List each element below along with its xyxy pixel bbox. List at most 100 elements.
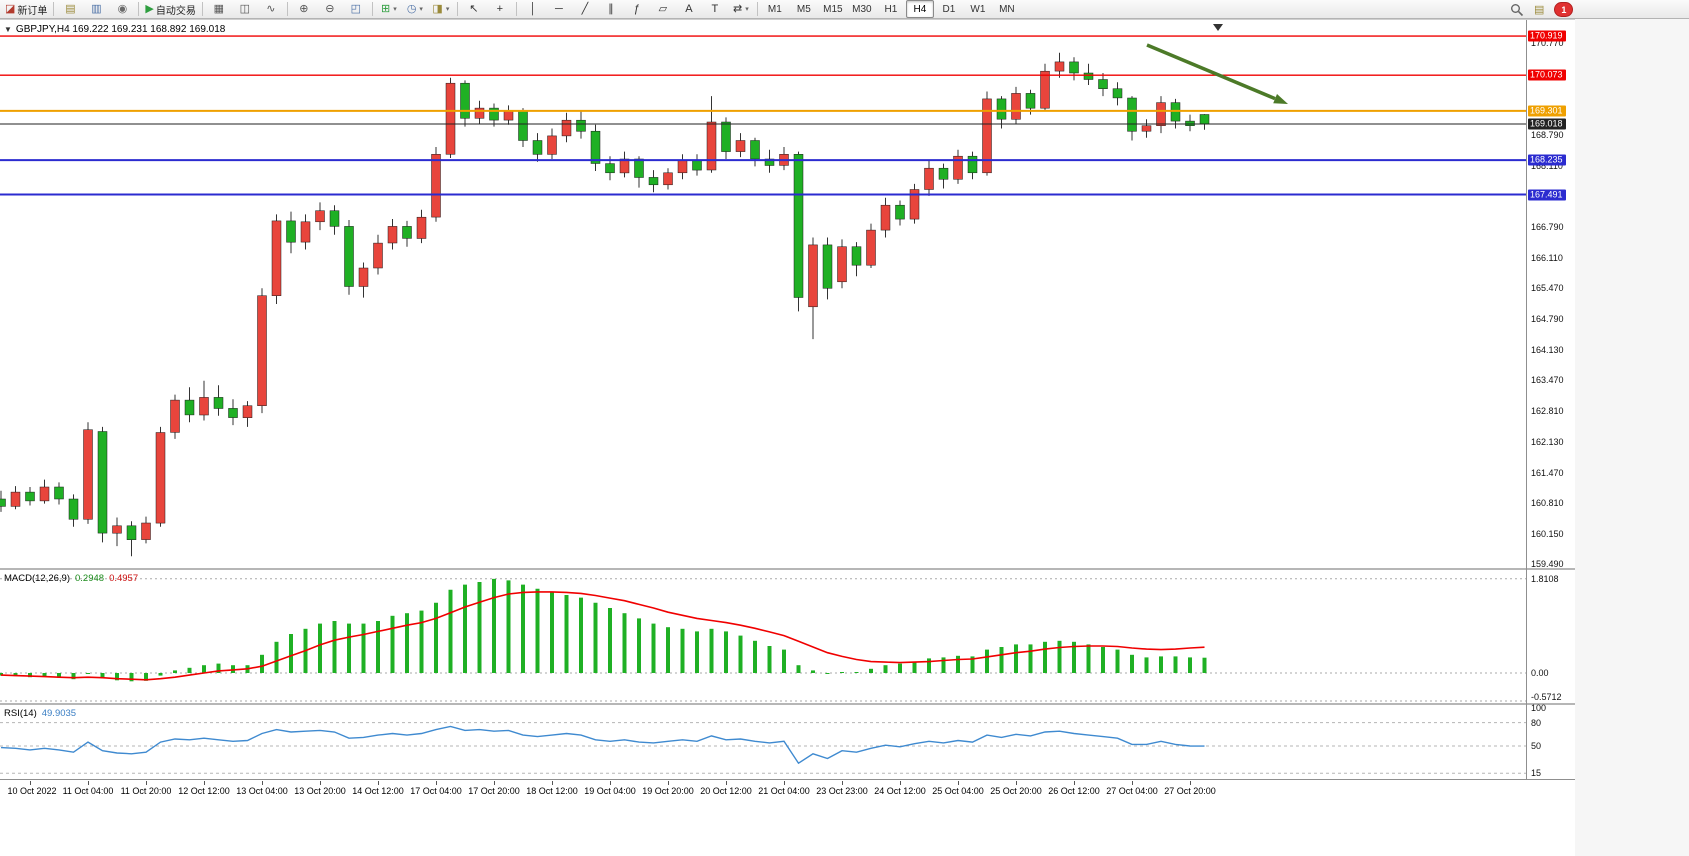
price-axis-label: 166.790 xyxy=(1531,221,1564,232)
new-order-button[interactable]: ◪ 新订单 xyxy=(2,0,50,19)
zoom-in-button[interactable]: ⊕ xyxy=(291,0,317,19)
price-level-badge: 167.491 xyxy=(1528,189,1566,200)
sound-alerts-button[interactable]: ◉ xyxy=(109,0,135,19)
candle xyxy=(1083,72,1094,80)
new-order-button-label: 新订单 xyxy=(17,5,48,17)
candle xyxy=(1127,97,1137,132)
dropdown-caret-icon[interactable]: ▾ xyxy=(445,6,450,13)
price-axis[interactable]: 170.770 168.790 168.110 166.790 166.110 165.4… xyxy=(1527,20,1575,780)
candle xyxy=(1098,79,1108,89)
date-axis-label: 20 Oct 12:00 xyxy=(700,786,752,796)
text-label-icon: T xyxy=(711,2,719,15)
zoom-out-button[interactable]: ⊖ xyxy=(317,0,343,19)
rsi-plot[interactable] xyxy=(0,705,1526,780)
date-tick xyxy=(88,781,89,785)
toolbar-separator xyxy=(756,2,758,16)
fibonacci-button[interactable]: ƒ xyxy=(624,0,650,19)
profiles-button[interactable]: ▤ xyxy=(57,0,83,19)
shapes-icon: ▱ xyxy=(658,2,668,15)
vertical-line-button[interactable]: │ xyxy=(520,0,546,19)
new-order-icon: ◪ xyxy=(5,2,16,15)
dropdown-caret-icon[interactable]: ▾ xyxy=(393,6,397,13)
toolbar-right-group: ▤ 1 xyxy=(1510,1,1574,18)
crosshair-button[interactable]: + xyxy=(487,0,513,19)
trendline-button[interactable]: ╱ xyxy=(572,0,598,19)
autotrading-button[interactable]: ▶ 自动交易 xyxy=(142,0,198,19)
price-chart-panel[interactable]: ▼ GBPJPY,H4 169.222 169.231 168.892 169.… xyxy=(0,20,1526,568)
timeframe-button-H1[interactable]: H1 xyxy=(884,3,898,15)
candle xyxy=(431,154,441,218)
text-button[interactable]: A xyxy=(676,0,702,19)
search-icon[interactable] xyxy=(1510,3,1524,17)
price-axis-label: 160.150 xyxy=(1531,528,1564,539)
candlestick-chart-button[interactable]: ◫ xyxy=(232,0,258,19)
chart-shift-marker[interactable] xyxy=(1213,24,1223,31)
macd-panel[interactable]: MACD(12,26,9) 0.2948 0.4957 xyxy=(0,570,1526,703)
arrows-icon: ⇄ xyxy=(733,2,743,15)
data-window-button[interactable]: ▥ xyxy=(83,0,109,19)
date-axis-label: 19 Oct 04:00 xyxy=(584,786,636,796)
price-axis-label: 164.130 xyxy=(1531,344,1564,355)
timeframe-button-D1[interactable]: D1 xyxy=(942,3,956,15)
candle xyxy=(866,229,876,266)
bar-chart-button[interactable]: ▦ xyxy=(206,0,232,19)
periods-button[interactable]: ◷ ▾ xyxy=(402,0,428,19)
date-axis[interactable]: 10 Oct 2022 11 Oct 04:00 11 Oct 20:00 12 Oc… xyxy=(0,781,1575,798)
date-tick xyxy=(262,781,263,785)
timeframe-button-M15[interactable]: M15 xyxy=(823,3,843,15)
candle xyxy=(416,216,427,239)
candle xyxy=(895,204,905,220)
price-level-badge: 170.073 xyxy=(1528,69,1566,81)
rsi-line xyxy=(0,725,1205,765)
candle xyxy=(1141,125,1152,132)
panel-icon[interactable]: ▤ xyxy=(1534,4,1545,16)
chart-title: ▼ GBPJPY,H4 169.222 169.231 168.892 169.… xyxy=(4,24,225,35)
timeframe-button-MN[interactable]: MN xyxy=(999,3,1015,15)
periods-icon: ◷ xyxy=(406,2,417,15)
toolbar-separator xyxy=(201,2,203,16)
line-chart-button[interactable]: ∿ xyxy=(258,0,284,19)
timeframe-button-M5[interactable]: M5 xyxy=(796,3,811,15)
date-tick xyxy=(1190,781,1191,785)
arrows-button[interactable]: ⇄ ▾ xyxy=(728,0,754,19)
text-label-button[interactable]: T xyxy=(702,0,728,19)
timeframe-button-M30[interactable]: M30 xyxy=(852,3,872,15)
horizontal-line-button[interactable]: ─ xyxy=(546,0,572,19)
date-axis-label: 21 Oct 04:00 xyxy=(758,786,810,796)
candle xyxy=(735,140,746,152)
tile-windows-button[interactable]: ◰ xyxy=(343,0,369,19)
rsi-label: RSI(14) 49.9035 xyxy=(4,708,76,719)
dropdown-caret-icon[interactable]: ▾ xyxy=(745,6,749,13)
candle xyxy=(503,110,514,121)
date-axis-label: 26 Oct 12:00 xyxy=(1048,786,1100,796)
rsi-panel[interactable]: RSI(14) 49.9035 xyxy=(0,705,1526,780)
price-plot[interactable] xyxy=(0,20,1526,568)
dropdown-caret-icon[interactable]: ▾ xyxy=(419,6,423,13)
panel-splitter[interactable] xyxy=(0,568,1575,570)
date-tick xyxy=(30,781,31,785)
candle xyxy=(619,158,630,174)
timeframe-button-H4[interactable]: H4 xyxy=(905,0,934,18)
macd-plot[interactable] xyxy=(0,570,1526,703)
notification-badge[interactable]: 1 xyxy=(1554,2,1574,17)
timeframe-button-W1[interactable]: W1 xyxy=(970,3,986,15)
macd-axis-label: 1.8108 xyxy=(1531,573,1559,584)
main-toolbar: ◪ 新订单 ▤ ▥ ◉ ▶ 自动交易 ▦ ◫ ∿ ⊕ ⊖ ◰ ⊞ ▾ ◷ ▾ ◨ ▾ ↖ + │ ─ ╱ ∥ ƒ ▱ A T ⇄ ▾ M1 M… xyxy=(0,0,1689,19)
candle xyxy=(924,167,934,190)
panel-splitter[interactable] xyxy=(0,703,1575,705)
timeframe-button-M1[interactable]: M1 xyxy=(767,3,782,15)
candle xyxy=(402,226,412,239)
trend-arrow-line[interactable] xyxy=(1146,43,1276,101)
rsi-axis-label: 80 xyxy=(1531,717,1542,728)
indicators-button[interactable]: ⊞ ▾ xyxy=(376,0,402,19)
templates-button[interactable]: ◨ ▾ xyxy=(428,0,454,19)
channel-button[interactable]: ∥ xyxy=(598,0,624,19)
candle xyxy=(561,119,572,137)
candle xyxy=(648,177,659,186)
toolbar-separator xyxy=(456,2,458,16)
rsi-name: RSI(14) xyxy=(4,708,37,719)
candle xyxy=(300,221,311,243)
bar-chart-icon: ▦ xyxy=(213,2,225,15)
shapes-button[interactable]: ▱ xyxy=(650,0,676,19)
cursor-button[interactable]: ↖ xyxy=(461,0,487,19)
